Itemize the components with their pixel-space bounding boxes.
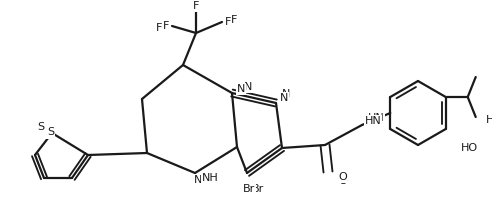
Text: S: S xyxy=(37,122,44,132)
Text: Br: Br xyxy=(243,184,255,194)
Text: N: N xyxy=(237,84,246,94)
Text: N: N xyxy=(282,89,290,99)
Text: F: F xyxy=(193,0,199,8)
Text: F: F xyxy=(163,21,169,31)
Text: NH: NH xyxy=(194,175,211,185)
Text: O: O xyxy=(338,176,347,186)
Text: Br: Br xyxy=(252,184,264,194)
Text: NH: NH xyxy=(202,173,219,183)
Text: F: F xyxy=(193,1,199,11)
Text: O: O xyxy=(338,172,347,182)
Text: HN: HN xyxy=(368,113,385,123)
Text: N: N xyxy=(244,82,252,92)
Text: F: F xyxy=(231,15,237,25)
Text: HO: HO xyxy=(461,143,478,153)
Text: F: F xyxy=(225,17,231,27)
Text: S: S xyxy=(47,128,54,138)
Text: F: F xyxy=(163,21,169,31)
Text: S: S xyxy=(47,127,54,137)
Text: HO: HO xyxy=(486,115,492,125)
Text: F: F xyxy=(225,17,231,27)
Text: F: F xyxy=(155,23,162,33)
Text: F: F xyxy=(193,0,199,10)
Text: N: N xyxy=(280,93,288,103)
Text: HN: HN xyxy=(365,116,382,126)
